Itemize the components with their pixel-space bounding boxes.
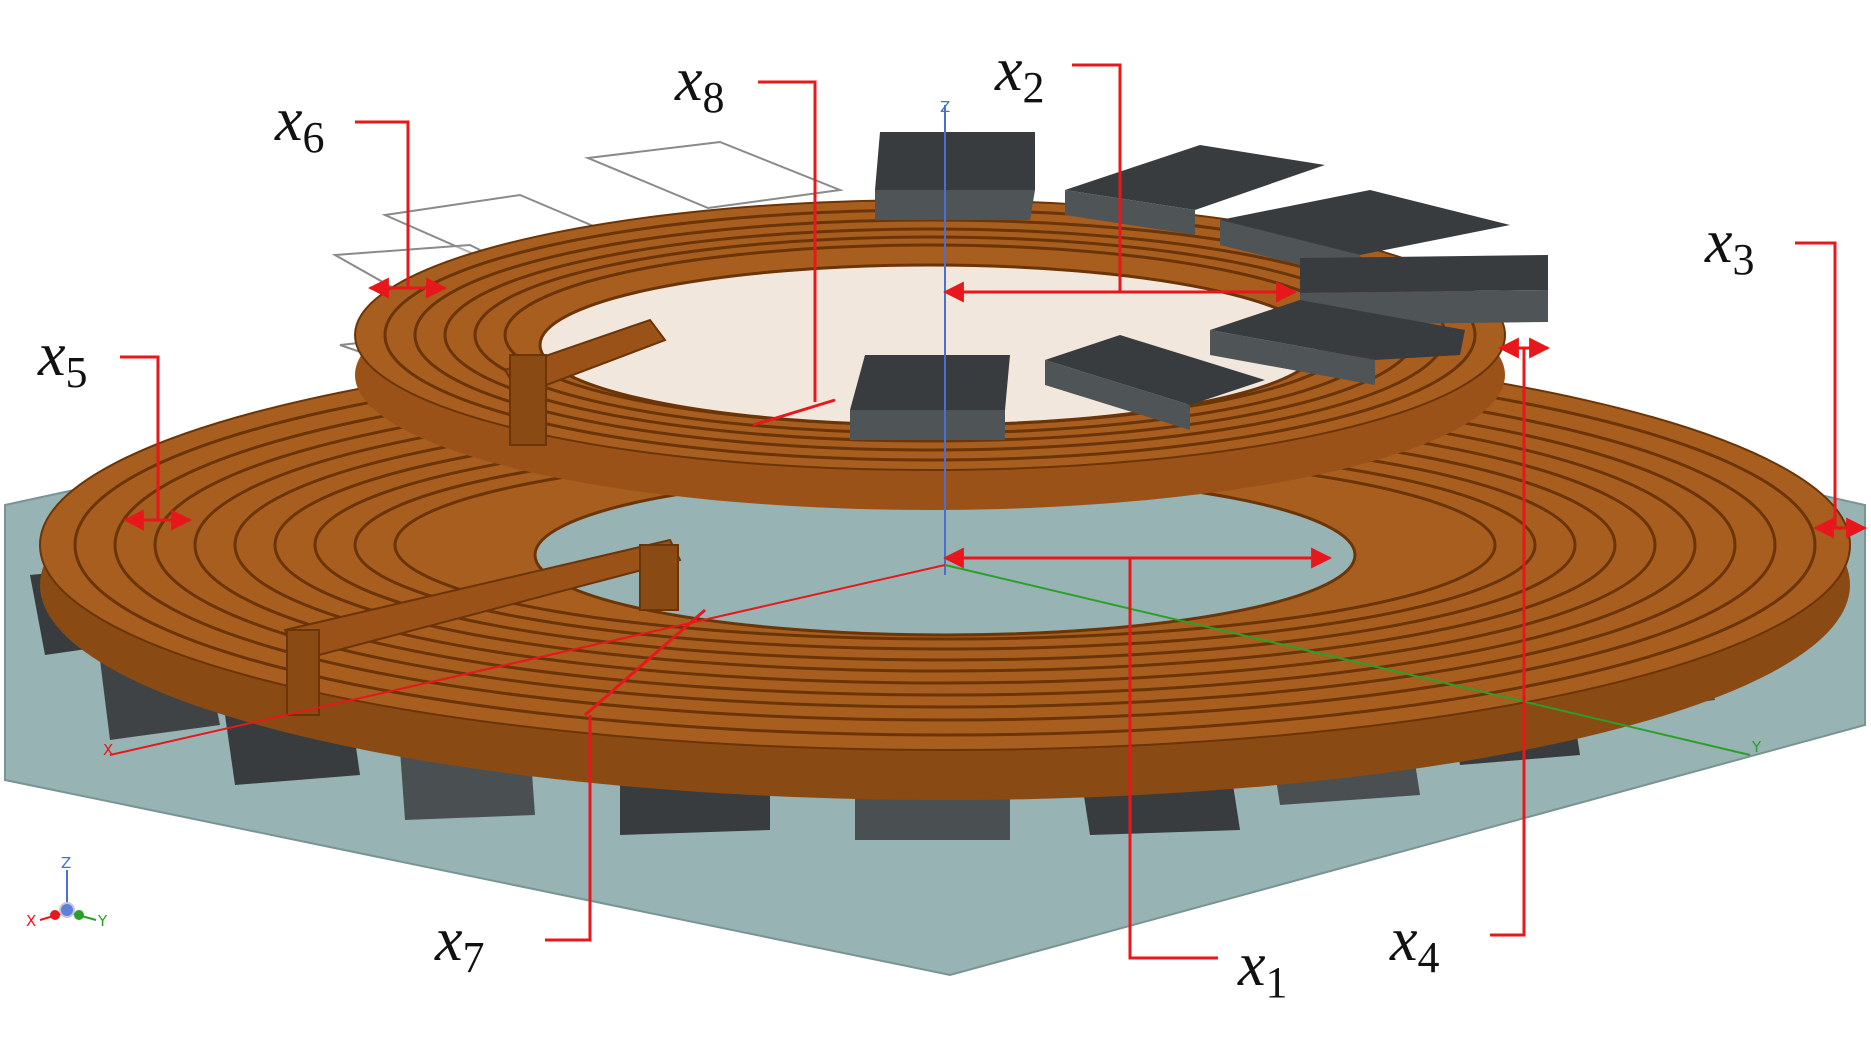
magnet-block-top: [875, 132, 1035, 190]
label-x4: x4: [1389, 906, 1440, 982]
triad-x-ball: [50, 910, 60, 920]
triad-y-ball: [74, 910, 84, 920]
triad-x-label: X: [26, 912, 36, 930]
x-axis-label: X: [103, 741, 113, 759]
y-axis-label: Y: [1751, 738, 1762, 756]
triad-origin: [60, 903, 74, 917]
view-triad: Z X Y: [26, 854, 108, 930]
magnet-block-side: [850, 410, 1005, 440]
z-axis-label: Z: [940, 98, 950, 116]
label-x2: x2: [994, 36, 1045, 112]
label-x5: x5: [37, 321, 88, 397]
lower-coil-lead-post: [287, 630, 319, 715]
label-x8: x8: [674, 46, 725, 122]
upper-coil-lead-post: [510, 355, 546, 445]
magnet-block-side: [875, 190, 1035, 220]
triad-z-label: Z: [61, 854, 71, 872]
label-x7: x7: [434, 906, 485, 982]
label-x6: x6: [274, 86, 325, 162]
magnet-block-top: [850, 355, 1010, 410]
ghost-magnet: [588, 142, 840, 208]
triad-y-label: Y: [97, 912, 108, 930]
lower-coil-lead-post: [640, 545, 678, 610]
magnet-block-top: [1300, 255, 1548, 293]
label-x1: x1: [1237, 931, 1288, 1007]
label-x3: x3: [1704, 208, 1755, 284]
